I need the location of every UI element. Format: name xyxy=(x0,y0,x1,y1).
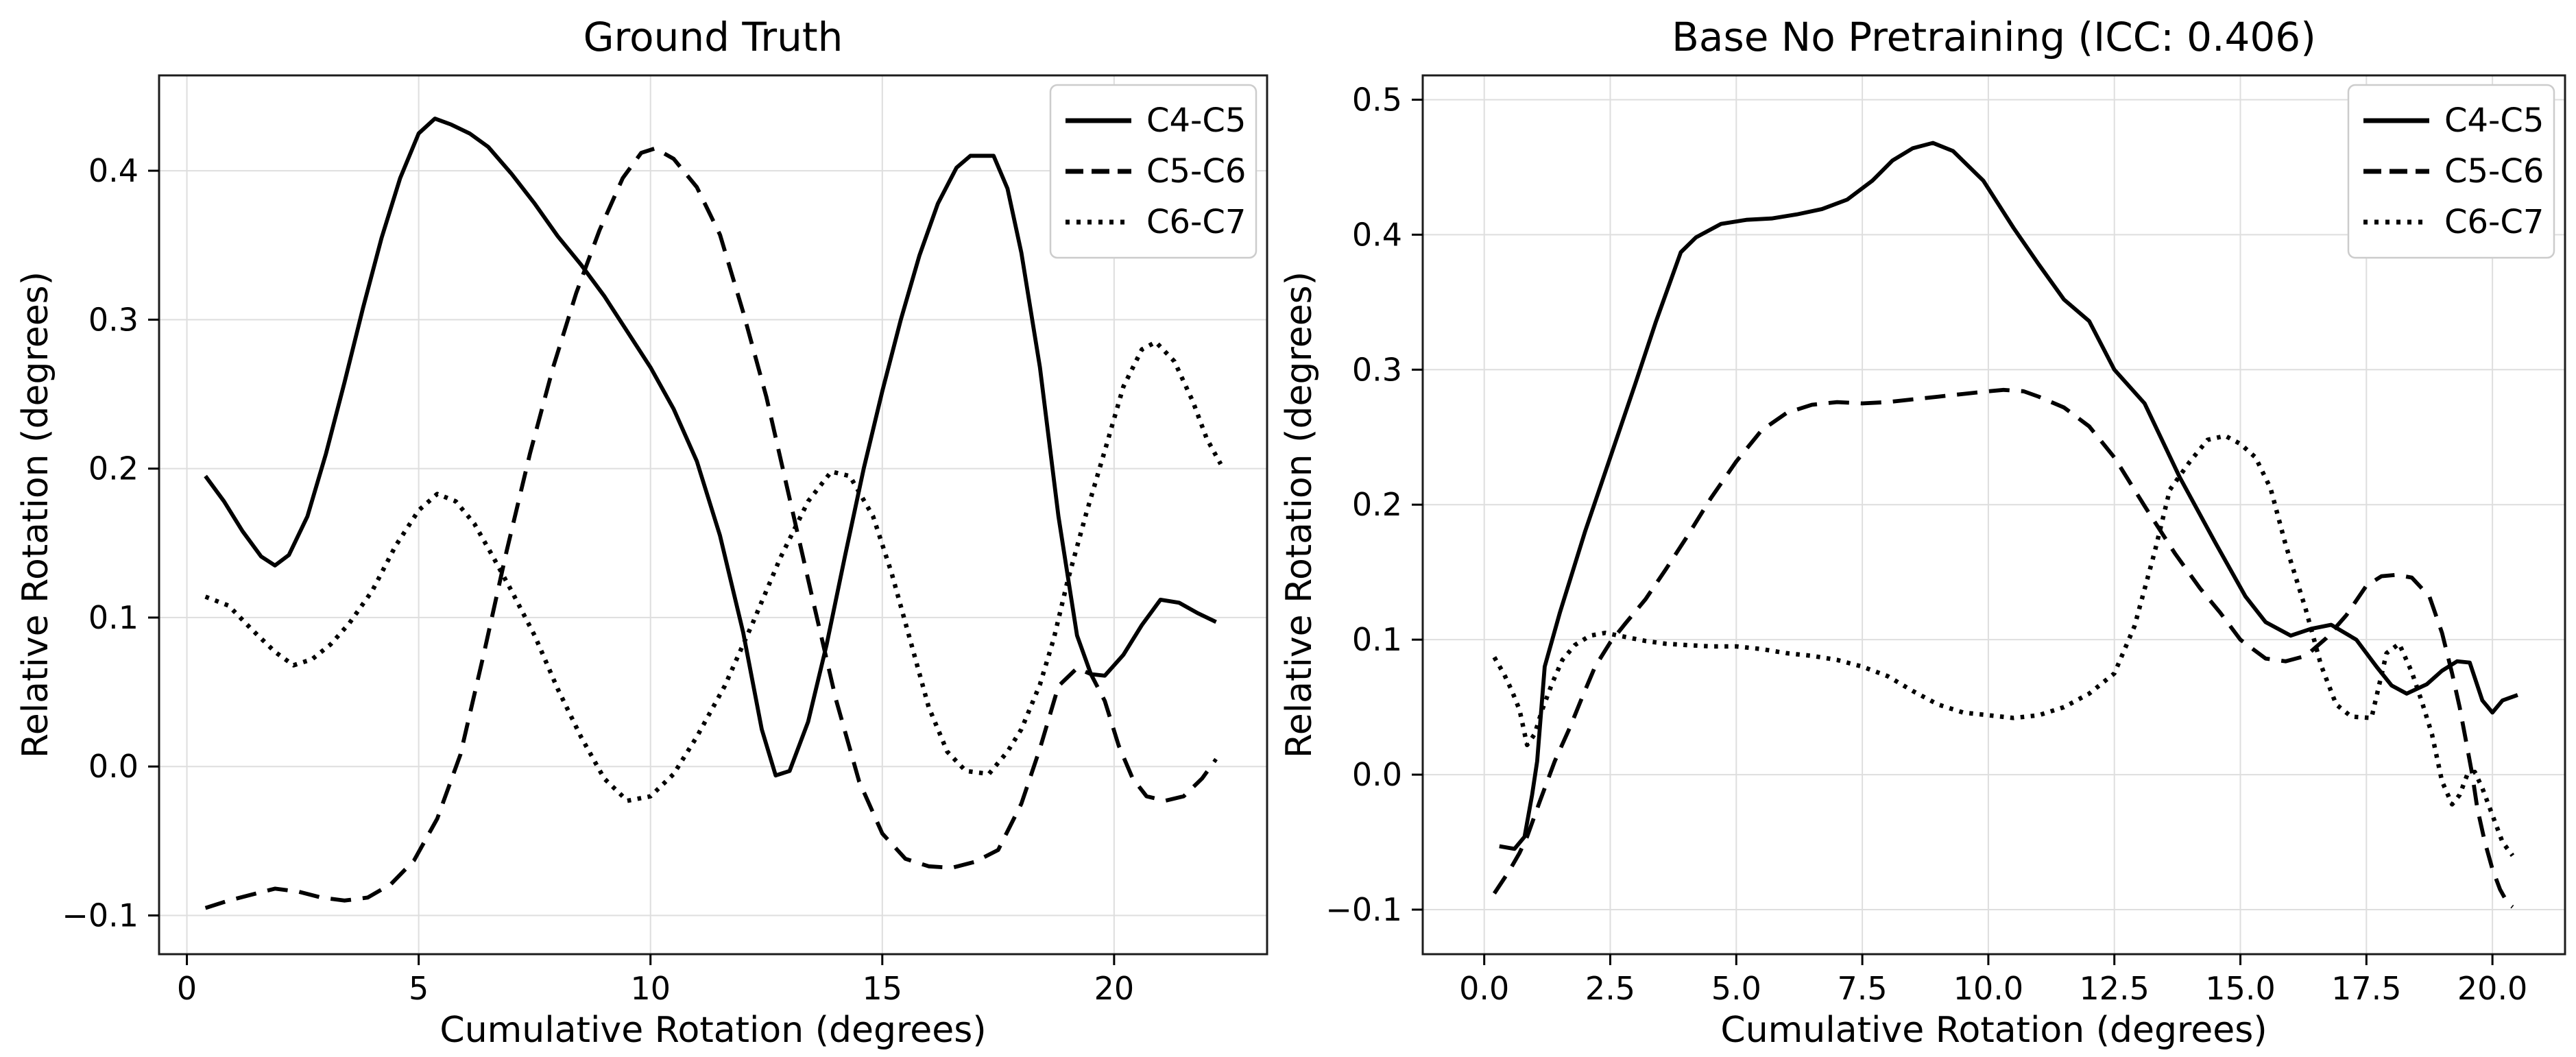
y-axis: −0.1 0.0 0.1 0.2 0.3 0.4 xyxy=(62,152,159,934)
chart-1: 0.0 2.5 5.0 7.5 10.0 12.5 15.0 17.5 20.0−0.10.00… xyxy=(1325,74,2566,1007)
x-tick-label: 7.5 xyxy=(1838,970,1888,1007)
x-axis: 0.0 2.5 5.0 7.5 10.0 12.5 15.0 17.5 20.0 xyxy=(1459,954,2527,1007)
y-axis-label-left: Relative Rotation (degrees) xyxy=(15,271,56,759)
y-axis: −0.1 0.0 0.1 0.2 0.3 0.4 0.5 xyxy=(1325,81,1423,928)
chart-title-ground-truth: Ground Truth xyxy=(583,14,843,60)
series-line-c5-c6 xyxy=(1492,387,2514,909)
y-tick-label: 0.3 xyxy=(88,301,139,338)
x-tick-label: 12.5 xyxy=(2080,970,2150,1007)
x-tick-label: 5 xyxy=(409,970,429,1007)
series-line-c5-c6 xyxy=(204,146,1218,910)
x-tick-label: 20.0 xyxy=(2457,970,2527,1007)
x-tick-label: 15 xyxy=(863,970,903,1007)
series-line-c4-c5 xyxy=(204,117,1217,778)
plot-spines xyxy=(158,74,1268,956)
x-tick-label: 2.5 xyxy=(1585,970,1635,1007)
x-axis-label-right: Cumulative Rotation (degrees) xyxy=(1720,1010,2267,1051)
series-line-c4-c5 xyxy=(1499,141,2518,851)
legend: C4-C5 C5-C6 C6-C7 xyxy=(1049,84,1257,259)
x-tick-label: 10 xyxy=(630,970,671,1007)
legend-label: C5-C6 xyxy=(2444,152,2544,191)
series-line-c6-c7 xyxy=(1492,433,2515,858)
legend-label: C5-C6 xyxy=(1146,152,1246,191)
legend-box xyxy=(1049,84,1257,259)
x-tick-label: 0 xyxy=(177,970,197,1007)
y-tick-label: 0.0 xyxy=(88,748,139,785)
y-tick-label: −0.1 xyxy=(1325,891,1402,928)
y-tick-label: −0.1 xyxy=(62,897,139,934)
x-tick-label: 0.0 xyxy=(1459,970,1509,1007)
x-tick-label: 15.0 xyxy=(2205,970,2275,1007)
y-axis-label-right: Relative Rotation (degrees) xyxy=(1279,271,1320,759)
legend-label: C6-C7 xyxy=(1146,203,1246,241)
y-tick-label: 0.3 xyxy=(1352,351,1402,388)
gridlines xyxy=(159,75,1267,954)
y-tick-label: 0.0 xyxy=(1352,756,1402,793)
legend: C4-C5 C5-C6 C6-C7 xyxy=(2347,84,2555,259)
legend-box xyxy=(2347,84,2555,259)
x-axis-label-left: Cumulative Rotation (degrees) xyxy=(440,1010,987,1051)
y-tick-label: 0.4 xyxy=(1352,216,1402,253)
y-tick-label: 0.1 xyxy=(88,599,139,636)
x-tick-label: 5.0 xyxy=(1711,970,1761,1007)
legend-label: C6-C7 xyxy=(2444,203,2544,241)
x-tick-label: 17.5 xyxy=(2331,970,2401,1007)
legend-label: C4-C5 xyxy=(1146,101,1246,140)
y-tick-label: 0.4 xyxy=(88,152,139,189)
legend-label: C4-C5 xyxy=(2444,101,2544,140)
plot-spines xyxy=(1421,74,2566,956)
chart-0: 0 5 10 15 20 −0.1 0.0 0.1 0.2 0.3 0.4 C4-C5 C5-C6 C6-… xyxy=(62,74,1268,1007)
x-axis: 0 5 10 15 20 xyxy=(177,954,1134,1007)
series-line-c6-c7 xyxy=(204,339,1223,803)
y-tick-label: 0.2 xyxy=(1352,486,1402,523)
y-tick-label: 0.1 xyxy=(1352,621,1402,658)
x-tick-label: 20 xyxy=(1094,970,1135,1007)
chart-title-base-no-pretraining: Base No Pretraining (ICC: 0.406) xyxy=(1672,14,2316,60)
y-tick-label: 0.5 xyxy=(1352,81,1402,118)
y-tick-label: 0.2 xyxy=(88,450,139,487)
x-tick-label: 10.0 xyxy=(1953,970,2023,1007)
